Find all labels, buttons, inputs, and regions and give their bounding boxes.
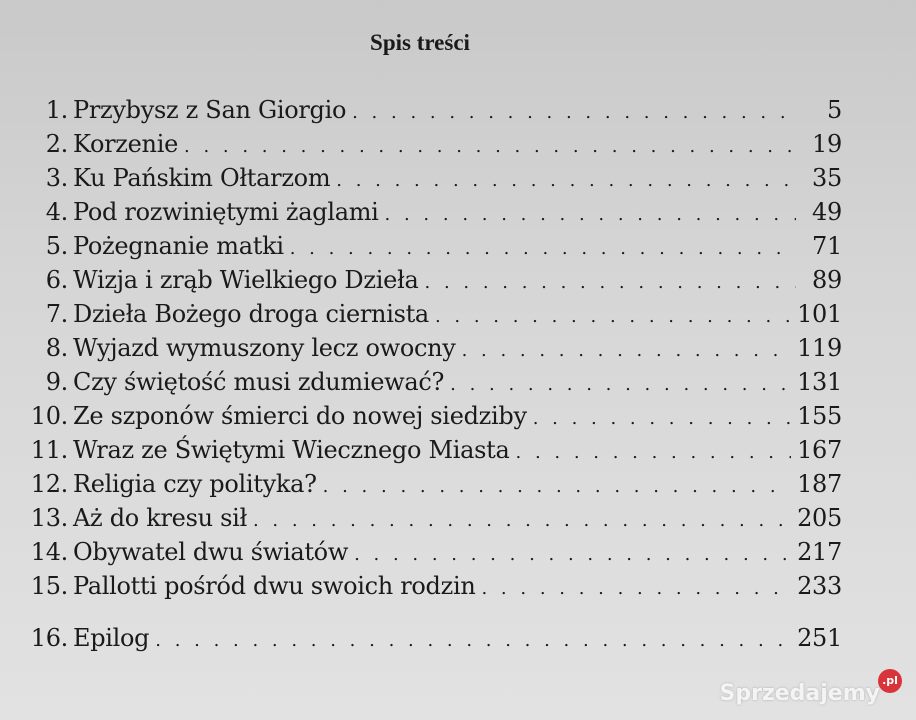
entry-title: Dzieła Bożego droga ciernista (73, 300, 429, 328)
entry-title: Wraz ze Świętymi Wiecznego Miasta (73, 436, 510, 464)
entry-title: Pożegnanie matki (73, 232, 284, 260)
entry-number: 4. (45, 198, 69, 226)
entry-number: 11. (30, 436, 69, 464)
page-title: Spis treści (370, 30, 470, 55)
entry-number: 5. (45, 232, 69, 260)
entry-title: Wyjazd wymuszony lecz owocny (73, 334, 456, 362)
toc-entry: 14.Obywatel dwu światów 217 (22, 538, 843, 572)
dot-leader (354, 544, 791, 565)
entry-title: Wizja i zrąb Wielkiego Dzieła (73, 266, 419, 294)
toc-entry: 6.Wizja i zrąb Wielkiego Dzieła 89 (22, 266, 843, 300)
entry-number: 15. (30, 572, 69, 600)
toc-entry: 9.Czy świętość musi zdumiewać? 131 (22, 368, 843, 402)
entry-title: Obywatel dwu światów (73, 538, 349, 566)
dot-leader (425, 272, 797, 293)
entry-page: 217 (797, 538, 842, 566)
dot-leader (155, 630, 791, 651)
entry-page: 205 (797, 504, 842, 532)
toc-entry: 15.Pallotti pośród dwu swoich rodzin 233 (22, 572, 843, 606)
entry-page: 35 (812, 164, 842, 192)
entry-number: 14. (30, 538, 69, 566)
toc-entry: 3.Ku Pańskim Ołtarzom 35 (22, 164, 843, 198)
dot-leader (481, 578, 791, 599)
entry-page: 19 (812, 130, 842, 158)
dot-leader (290, 238, 796, 259)
dot-leader (253, 510, 791, 531)
watermark-logo: Sprzedajemy .pl (719, 669, 902, 706)
entry-page: 119 (797, 334, 842, 362)
dot-leader (336, 170, 796, 191)
dot-leader (516, 442, 792, 463)
watermark-text: Sprzedajemy (719, 681, 881, 706)
dot-leader (533, 408, 791, 429)
entry-number: 3. (45, 164, 69, 192)
toc-entry: 13.Aż do kresu sił 205 (22, 504, 843, 538)
dot-leader (352, 102, 796, 123)
entry-number: 9. (45, 368, 69, 396)
entry-page: 101 (797, 300, 842, 328)
entry-page: 155 (797, 402, 842, 430)
toc-entry: 12.Religia czy polityka? 187 (22, 470, 843, 504)
entry-title: Ku Pańskim Ołtarzom (73, 164, 331, 192)
dot-leader (450, 374, 791, 395)
dot-leader (184, 136, 796, 157)
entry-number: 16. (30, 624, 69, 652)
entry-page: 233 (797, 572, 842, 600)
entry-number: 6. (45, 266, 69, 294)
dot-leader (462, 340, 792, 361)
watermark-badge: .pl (878, 669, 902, 693)
entry-page: 89 (812, 266, 842, 294)
toc-entry: 11.Wraz ze Świętymi Wiecznego Miasta 167 (22, 436, 843, 470)
entry-title: Ze szponów śmierci do nowej siedziby (73, 402, 527, 430)
toc-entry: 1.Przybysz z San Giorgio 5 (22, 96, 843, 130)
dot-leader (385, 204, 796, 225)
table-of-contents: 1.Przybysz z San Giorgio 5 2.Korzenie 19 3.K… (22, 96, 843, 658)
entry-page: 131 (797, 368, 842, 396)
toc-entry: 16.Epilog 251 (22, 624, 843, 658)
toc-entry: 4.Pod rozwiniętymi żaglami 49 (22, 198, 843, 232)
entry-page: 49 (812, 198, 842, 226)
entry-title: Epilog (73, 624, 150, 652)
entry-number: 1. (45, 96, 69, 124)
entry-number: 10. (30, 402, 69, 430)
toc-entry: 10.Ze szponów śmierci do nowej siedziby 1… (22, 402, 843, 436)
entry-number: 13. (30, 504, 69, 532)
toc-entry: 7.Dzieła Bożego droga ciernista 101 (22, 300, 843, 334)
toc-entry: 8.Wyjazd wymuszony lecz owocny 119 (22, 334, 843, 368)
toc-entry: 5.Pożegnanie matki 71 (22, 232, 843, 266)
entry-number: 8. (45, 334, 69, 362)
entry-page: 5 (827, 96, 842, 124)
entry-title: Pod rozwiniętymi żaglami (73, 198, 379, 226)
entry-title: Przybysz z San Giorgio (73, 96, 347, 124)
entry-title: Religia czy polityka? (73, 470, 317, 498)
entry-page: 251 (797, 624, 842, 652)
toc-entry: 2.Korzenie 19 (22, 130, 843, 164)
entry-number: 12. (30, 470, 69, 498)
entry-page: 167 (797, 436, 842, 464)
dot-leader (435, 306, 791, 327)
entry-page: 187 (797, 470, 842, 498)
entry-number: 7. (45, 300, 69, 328)
entry-title: Korzenie (73, 130, 178, 158)
entry-page: 71 (812, 232, 842, 260)
dot-leader (323, 476, 791, 497)
entry-number: 2. (45, 130, 69, 158)
entry-title: Pallotti pośród dwu swoich rodzin (73, 572, 476, 600)
entry-title: Czy świętość musi zdumiewać? (73, 368, 445, 396)
entry-title: Aż do kresu sił (73, 504, 247, 532)
